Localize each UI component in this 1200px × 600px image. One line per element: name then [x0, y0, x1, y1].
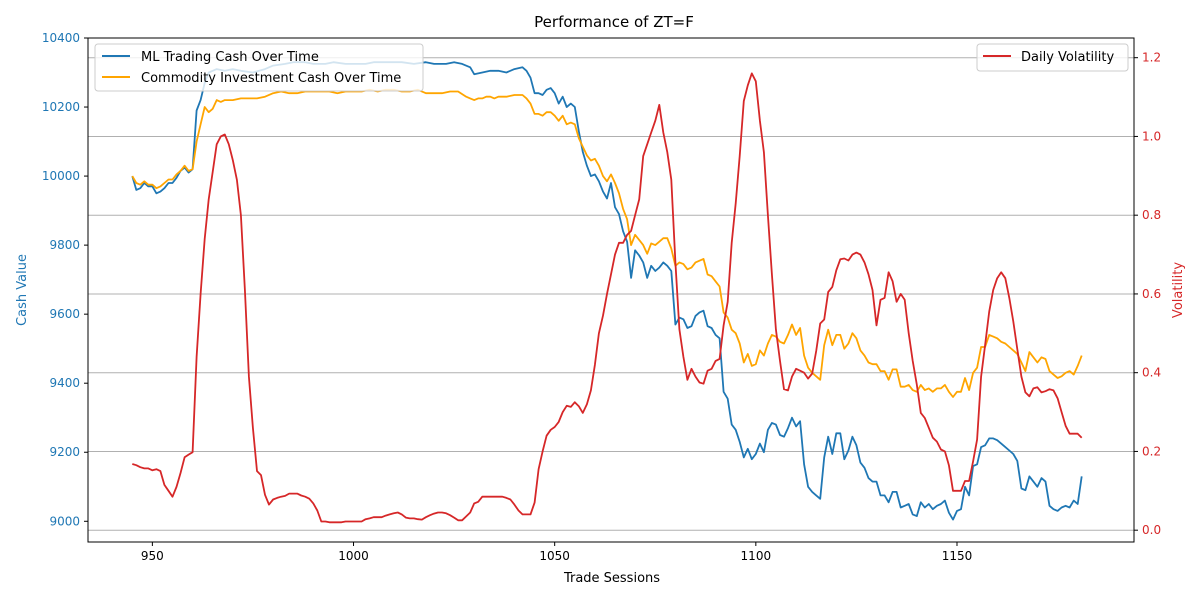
y-left-tick-label: 9600: [49, 307, 80, 321]
legend-label-volatility: Daily Volatility: [1021, 50, 1114, 65]
y-right-tick-label: 0.4: [1142, 366, 1161, 380]
x-axis-title: Trade Sessions: [563, 571, 660, 586]
legend-label-ml-trading: ML Trading Cash Over Time: [141, 50, 319, 65]
series-line-volatility: [132, 72, 1083, 524]
y-axis-left: 9000 9200 9400 9600 9800 10000 10200 10400: [42, 31, 88, 528]
legend-right: Daily Volatility: [976, 43, 1129, 72]
y-right-tick-label: 0.2: [1142, 444, 1161, 458]
legend-left-box: [94, 43, 424, 92]
y-right-tick-label: 0.8: [1142, 208, 1161, 222]
y-left-tick-label: 9400: [49, 376, 80, 390]
y-left-tick-label: 9200: [49, 445, 80, 459]
legend-left: ML Trading Cash Over Time Commodity Inve…: [94, 43, 424, 92]
legend-label-commodity: Commodity Investment Cash Over Time: [141, 71, 401, 86]
y-right-tick-label: 1.2: [1142, 51, 1161, 65]
y-right-tick-label: 1.0: [1142, 129, 1161, 143]
x-tick-label: 1100: [741, 549, 772, 563]
y-axis-left-title: Cash Value: [15, 254, 30, 326]
y-left-tick-label: 10000: [42, 169, 80, 183]
y-axis-right: 0.0 0.2 0.4 0.6 0.8 1.0 1.2: [1134, 51, 1161, 537]
y-left-tick-label: 9800: [49, 238, 80, 252]
x-tick-label: 950: [141, 549, 164, 563]
x-axis: 950 1000 1050 1100 1150: [141, 542, 972, 563]
x-tick-label: 1000: [338, 549, 369, 563]
chart-title: Performance of ZT=F: [534, 13, 694, 31]
series-layer: [131, 61, 1083, 524]
y-left-tick-label: 9000: [49, 514, 80, 528]
y-axis-right-title: Volatility: [1171, 262, 1186, 318]
y-left-tick-label: 10400: [42, 31, 80, 45]
plot-frame: [87, 37, 1135, 543]
x-tick-label: 1050: [539, 549, 570, 563]
y-right-tick-label: 0.0: [1142, 523, 1161, 537]
y-right-tick-label: 0.6: [1142, 287, 1161, 301]
series-line-commodity: [131, 88, 1083, 398]
legend-right-box: [976, 43, 1129, 72]
y-left-tick-label: 10200: [42, 100, 80, 114]
x-tick-label: 1150: [942, 549, 973, 563]
